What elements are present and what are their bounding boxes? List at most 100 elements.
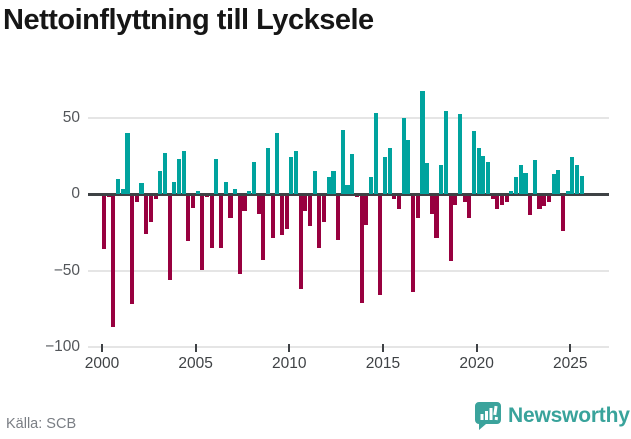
bar-positive bbox=[139, 183, 144, 194]
bar-positive bbox=[162, 152, 167, 194]
bar-negative bbox=[429, 195, 434, 214]
bar-positive bbox=[579, 175, 584, 194]
y-axis-tick-label: 50 bbox=[62, 108, 80, 126]
bar-positive bbox=[331, 171, 336, 194]
bar-negative bbox=[228, 195, 233, 219]
y-axis-tick-label: −100 bbox=[45, 338, 80, 355]
bar-positive bbox=[181, 151, 186, 194]
bar-negative bbox=[102, 195, 107, 250]
bar-negative bbox=[500, 195, 505, 205]
bar-negative bbox=[237, 195, 242, 274]
bar-negative bbox=[448, 195, 453, 262]
bar-negative bbox=[205, 195, 210, 198]
bar-negative bbox=[392, 195, 397, 199]
bar-negative bbox=[378, 195, 383, 295]
x-axis-tick-label: 2000 bbox=[84, 355, 120, 372]
newsworthy-logo[interactable]: Newsworthy bbox=[474, 401, 630, 433]
bar-positive bbox=[518, 164, 523, 194]
bar-positive bbox=[420, 91, 425, 194]
gridline bbox=[88, 116, 609, 119]
bar-negative bbox=[537, 195, 542, 210]
bar-positive bbox=[275, 132, 280, 194]
bar-positive bbox=[382, 157, 388, 194]
bar-positive bbox=[176, 158, 181, 194]
bar-negative bbox=[546, 195, 551, 202]
bar-positive bbox=[457, 114, 462, 194]
bar-positive bbox=[471, 131, 476, 194]
x-axis-tick bbox=[194, 344, 197, 352]
bar-negative bbox=[130, 195, 135, 305]
bar-positive bbox=[565, 190, 570, 194]
bar-negative bbox=[256, 195, 261, 214]
bar-negative bbox=[106, 195, 111, 198]
bar-positive bbox=[345, 184, 350, 194]
bar-positive bbox=[247, 190, 252, 194]
bar-positive bbox=[368, 177, 373, 194]
bar-negative bbox=[364, 195, 369, 225]
bar-positive bbox=[195, 190, 200, 194]
bar-negative bbox=[167, 195, 172, 280]
y-axis-tick-label: −50 bbox=[53, 261, 80, 279]
bar-positive bbox=[158, 171, 163, 194]
bar-negative bbox=[298, 195, 303, 289]
bar-positive bbox=[551, 174, 556, 194]
x-axis-tick-label: 2020 bbox=[459, 355, 494, 372]
bar-positive bbox=[373, 112, 378, 194]
bar-positive bbox=[532, 160, 537, 194]
bar-positive bbox=[556, 169, 561, 194]
bar-positive bbox=[406, 140, 411, 194]
bar-negative bbox=[490, 195, 495, 199]
bar-negative bbox=[148, 195, 153, 222]
bar-negative bbox=[308, 195, 313, 227]
bar-positive bbox=[574, 164, 580, 194]
bar-positive bbox=[481, 155, 486, 194]
bar-negative bbox=[411, 195, 416, 292]
bar-positive bbox=[312, 171, 317, 194]
bar-negative bbox=[542, 195, 547, 207]
bar-negative bbox=[284, 195, 289, 230]
bar-positive bbox=[350, 154, 355, 194]
bar-negative bbox=[209, 195, 214, 248]
bar-positive bbox=[387, 148, 392, 194]
bar-negative bbox=[396, 195, 402, 210]
bar-negative bbox=[144, 195, 149, 234]
bar-negative bbox=[270, 195, 275, 239]
chart-title: Nettoinflyttning till Lycksele bbox=[3, 4, 374, 36]
bar-positive bbox=[439, 164, 444, 194]
gridline bbox=[88, 269, 609, 272]
bar-negative bbox=[434, 195, 439, 239]
bar-positive bbox=[340, 129, 345, 194]
bar-positive bbox=[265, 148, 270, 194]
y-axis-tick-label: 0 bbox=[71, 185, 80, 202]
x-axis-tick-label: 2015 bbox=[365, 355, 401, 372]
bar-negative bbox=[261, 195, 266, 260]
bar-negative bbox=[317, 195, 322, 248]
x-axis-tick bbox=[569, 344, 572, 352]
bar-negative bbox=[279, 195, 285, 236]
bar-positive bbox=[425, 163, 430, 194]
bar-positive bbox=[120, 189, 125, 194]
bar-negative bbox=[200, 195, 205, 271]
bar-negative bbox=[190, 195, 196, 208]
bar-negative bbox=[354, 195, 359, 198]
bar-positive bbox=[443, 111, 448, 194]
bar-positive bbox=[116, 178, 121, 194]
bar-positive bbox=[223, 181, 228, 194]
bar-positive bbox=[476, 148, 481, 194]
bar-positive bbox=[289, 157, 294, 194]
bar-negative bbox=[528, 195, 533, 216]
bar-positive bbox=[514, 177, 519, 194]
bar-positive bbox=[293, 151, 299, 194]
bar-negative bbox=[415, 195, 420, 219]
x-axis-tick-label: 2010 bbox=[272, 355, 307, 372]
bar-negative bbox=[134, 195, 139, 202]
bar-positive bbox=[401, 117, 406, 194]
bar-positive bbox=[214, 158, 219, 194]
bar-positive bbox=[233, 189, 238, 194]
bar-positive bbox=[509, 190, 514, 194]
bar-negative bbox=[453, 195, 458, 205]
bar-negative bbox=[111, 195, 116, 328]
x-axis-tick bbox=[381, 344, 384, 352]
bar-negative bbox=[219, 195, 224, 248]
